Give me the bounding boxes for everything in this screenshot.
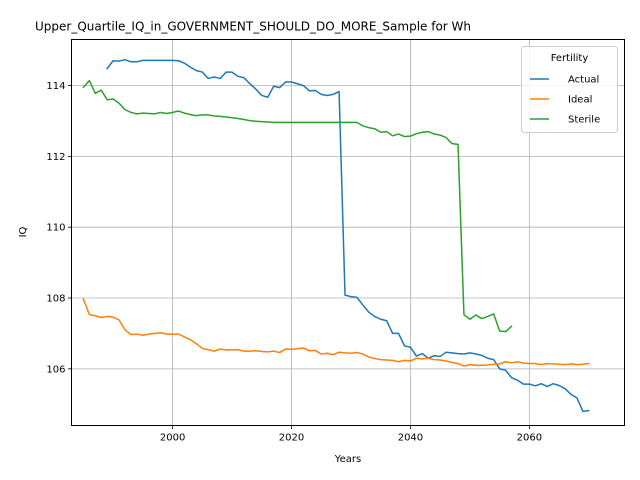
plot-area-frame	[71, 39, 625, 426]
y-tick-label: 108	[46, 294, 65, 305]
x-tick-label: 2000	[160, 433, 185, 444]
legend-box	[521, 46, 618, 133]
x-tick-label: 2020	[279, 433, 304, 444]
legend-label-sterile: Sterile	[568, 115, 600, 126]
series-line-ideal	[82, 298, 590, 367]
chart-title: Upper_Quartile_IQ_in_GOVERNMENT_SHOULD_D…	[35, 20, 471, 34]
axis-ticks: 2000 2020 2040 2060 106 108 110 112 114	[46, 81, 542, 443]
legend-title: Fertility	[551, 53, 589, 64]
series-line-actual	[106, 58, 590, 413]
y-tick-label: 114	[46, 81, 65, 92]
y-tick-label: 106	[46, 364, 65, 375]
series-lines	[82, 58, 590, 413]
y-axis-label: IQ	[18, 226, 29, 237]
series-line-sterile	[82, 79, 513, 333]
legend: Fertility Actual Ideal Sterile	[521, 46, 618, 133]
x-tick-label: 2060	[517, 433, 542, 444]
x-axis-label: Years	[334, 454, 361, 465]
legend-entries: Actual Ideal Sterile	[530, 75, 600, 126]
y-tick-label: 110	[46, 223, 65, 234]
y-tick-label: 112	[46, 152, 65, 163]
legend-label-ideal: Ideal	[568, 95, 592, 106]
legend-label-actual: Actual	[568, 75, 599, 86]
x-tick-label: 2040	[398, 433, 423, 444]
